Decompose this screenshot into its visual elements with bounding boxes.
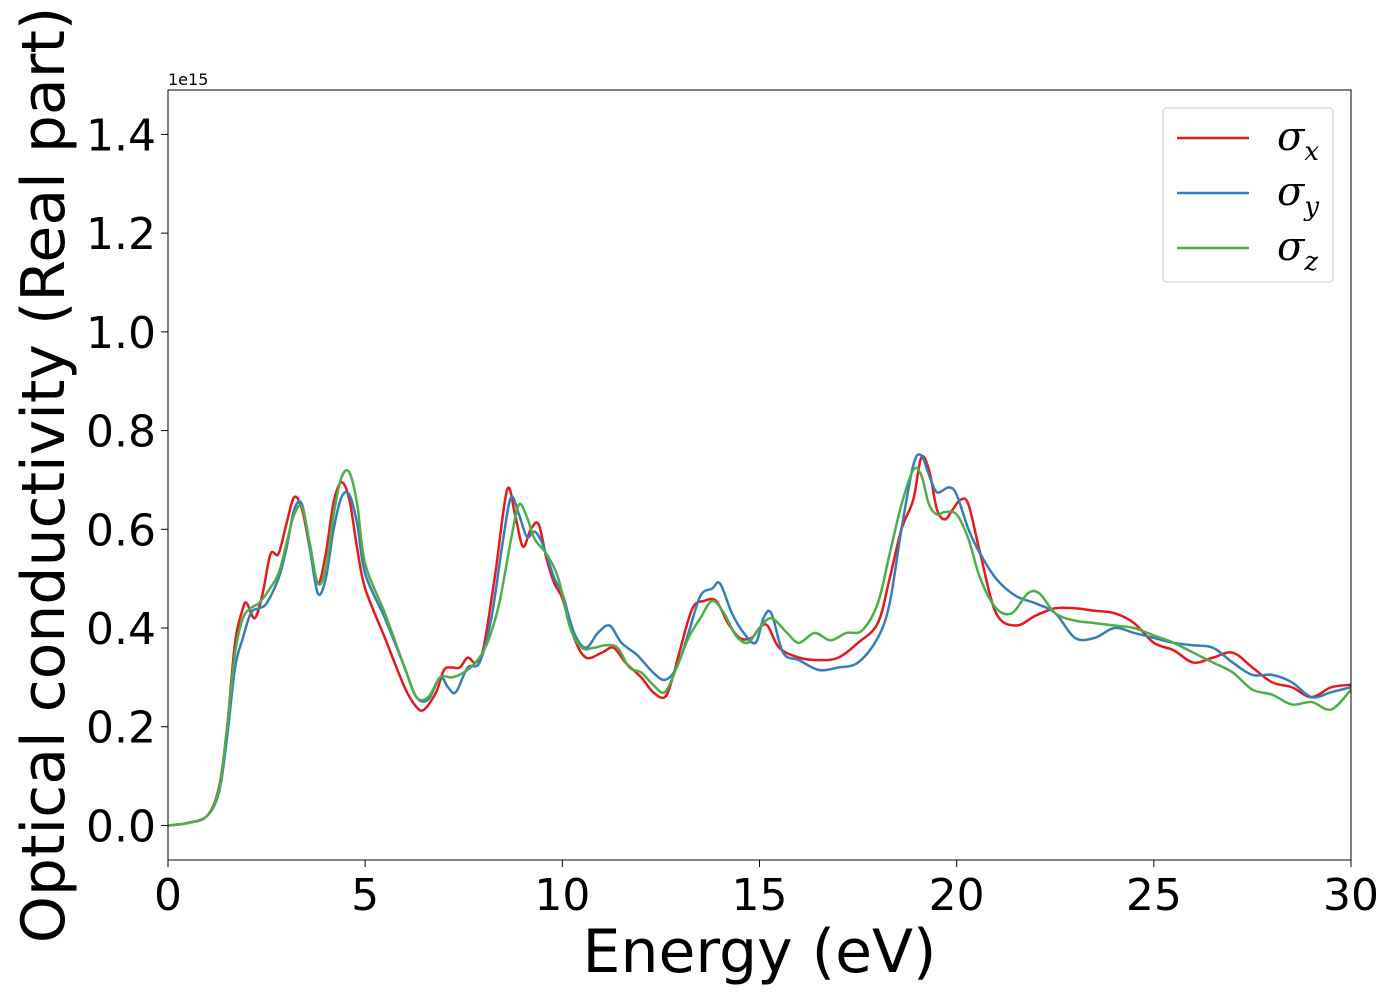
y-axis-offset-label: 1e15 [168, 70, 208, 89]
y-tick-label: 0.4 [86, 604, 156, 655]
legend-box [1162, 107, 1334, 283]
legend-subscript: z [1303, 247, 1318, 277]
series-layer [168, 453, 1351, 827]
y-tick-label: 0.0 [86, 801, 156, 852]
y-tick-label: 1.0 [86, 308, 156, 359]
legend-label-z: σz [1277, 224, 1318, 277]
x-tick-label: 20 [929, 870, 985, 921]
x-tick-label: 10 [534, 870, 590, 921]
legend-symbol: σ [1277, 114, 1306, 160]
x-tick-label: 5 [351, 870, 379, 921]
y-tick-label: 1.4 [86, 110, 156, 161]
x-tick-label: 15 [732, 870, 788, 921]
x-tick-label: 25 [1126, 870, 1182, 921]
legend-label-y: σy [1277, 169, 1319, 222]
y-tick-label: 0.2 [86, 703, 156, 754]
y-tick-label: 0.8 [86, 407, 156, 458]
legend-label-x: σx [1277, 114, 1319, 167]
series-line-z [168, 466, 1351, 827]
legend-symbol: σ [1277, 224, 1306, 270]
tick-layer: 0 5 10 15 20 25 30 0.0 0.2 0.4 0.6 0.8 1.0 1.2 1.4 [86, 110, 1379, 921]
legend-symbol: σ [1277, 169, 1306, 215]
x-tick-label: 30 [1323, 870, 1379, 921]
legend-subscript: y [1303, 192, 1319, 222]
x-tick-label: 0 [154, 870, 182, 921]
series-line-y [168, 453, 1351, 827]
legend-subscript: x [1304, 137, 1319, 167]
x-axis-title: Energy (eV) [583, 917, 937, 987]
y-tick-label: 1.2 [86, 209, 156, 260]
y-tick-label: 0.6 [86, 505, 156, 556]
y-axis-title: Optical conductivity (Real part) [9, 7, 79, 944]
